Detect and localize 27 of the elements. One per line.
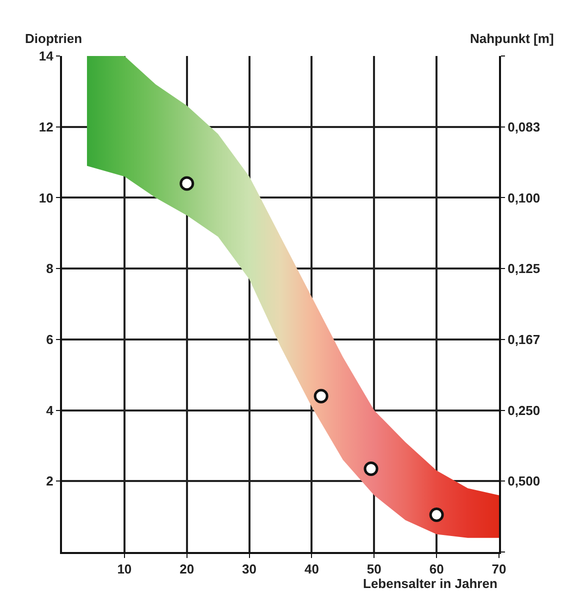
category-label: 0,500 [508,474,540,489]
category-label: 0,100 [508,190,540,206]
point [364,461,378,476]
category-label: 0,125 [508,261,540,276]
x-tick-label: 50 [366,562,382,577]
point [180,176,194,191]
y-tick-label: 10 [38,190,54,206]
y-tick-label: 2 [46,474,54,489]
x-tick-label: 30 [242,562,257,577]
y-tick-label: 6 [46,332,54,347]
y-tick-label: 14 [38,48,54,64]
point [314,388,328,404]
point [429,508,444,522]
y-axis-title: Dioptrien [25,31,82,46]
x-axis-title: Lebensalter in Jahren [363,576,498,591]
y-tick-label: 12 [38,119,54,134]
x-tick-label: 40 [304,562,319,577]
category-label: 0,083 [508,119,540,134]
x-tick-label: 10 [117,562,132,577]
category-label: 0,250 [508,402,540,418]
x-tick-label: 20 [180,562,194,577]
x-tick-label: 60 [429,562,444,577]
x-tick-label: 70 [492,562,506,577]
y-tick-label: 8 [46,261,54,276]
y2-axis-title: Nahpunkt [m] [470,31,554,46]
category-label: 0,167 [508,332,540,347]
y-tick-label: 4 [46,402,54,418]
